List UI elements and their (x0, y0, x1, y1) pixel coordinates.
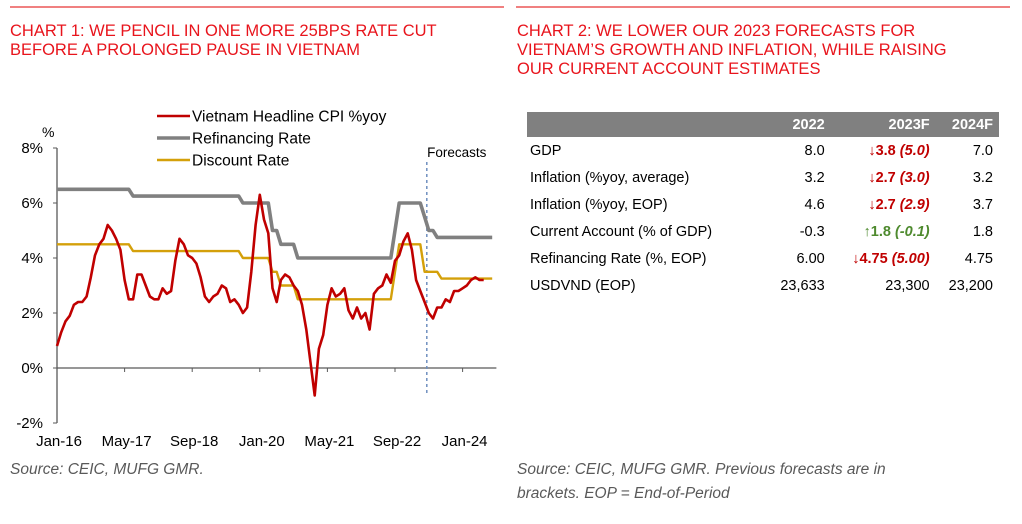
value-2024f: 3.2 (972, 169, 993, 186)
table-row: Current Account (% of GDP) -0.3 ↑1.8 (-0.1… (527, 218, 999, 245)
x-tick-label: Sep-22 (373, 433, 421, 450)
chart-axes: -2% 0% 2% 4% 6% 8%% Jan-16 May-17 Sep-18 Jan-20 Ma… (16, 124, 497, 450)
current-forecast: 2.7 (875, 169, 896, 186)
chart-lines (55, 187, 493, 397)
x-tick-label: May-21 (304, 433, 354, 450)
chart1-source: Source: CEIC, MUFG GMR. (10, 461, 204, 478)
chart-legend: Vietnam Headline CPI %yoy Refinancing Rat… (157, 109, 387, 170)
value-2022: 23,633 (780, 277, 825, 294)
series-line-discount-rate (57, 243, 493, 301)
value-2024f: 7.0 (972, 142, 993, 159)
chart2-source-line2: brackets. EOP = End-of-Period (517, 485, 730, 502)
previous-forecast: (-0.1) (894, 223, 930, 240)
forecast-label: Forecasts (427, 145, 487, 160)
value-2023f: ↓2.7 (3.0) (831, 164, 936, 191)
y-axis-unit-label: % (42, 124, 54, 140)
y-tick-label: 8% (21, 140, 43, 157)
chart2-title-line1: CHART 2: WE LOWER OUR 2023 FORECASTS FOR (517, 22, 916, 40)
forecast-2023-value: ↑1.8 (-0.1) (864, 224, 930, 240)
value-2023f: ↑1.8 (-0.1) (831, 218, 936, 245)
y-tick-label: 0% (21, 360, 43, 377)
y-tick-label: 6% (21, 195, 43, 212)
previous-forecast: (5.0) (899, 142, 930, 159)
current-forecast: 3.8 (875, 142, 896, 159)
value-2023f: ↓4.75 (5.00) (831, 245, 936, 272)
table-row: Inflation (%yoy, average) 3.2 ↓2.7 (3.0) 3.… (527, 164, 999, 191)
chart2-source: Source: CEIC, MUFG GMR. Previous forecas… (517, 458, 886, 506)
x-tick-label: Jan-24 (442, 433, 488, 450)
table-row: Inflation (%yoy, EOP) 4.6 ↓2.7 (2.9) 3.7 (527, 191, 999, 218)
legend-label-refinancing: Refinancing Rate (192, 131, 311, 148)
forecast-2023-value: ↓2.7 (2.9) (868, 197, 929, 213)
table-row: Refinancing Rate (%, EOP) 6.00 ↓4.75 (5.00… (527, 245, 999, 272)
table-row: GDP 8.0 ↓3.8 (5.0) 7.0 (527, 137, 999, 164)
table-header-row: 2022 2023F 2024F (527, 112, 999, 137)
chart1-title-line1: CHART 1: WE PENCIL IN ONE MORE 25BPS RAT… (10, 22, 437, 40)
previous-forecast: (2.9) (899, 196, 930, 213)
forecast-annotation: Forecasts (426, 145, 487, 396)
table-row: USDVND (EOP) 23,633 23,300 23,200 (527, 272, 999, 299)
table-header-2023f: 2023F (830, 112, 936, 137)
chart1-title-line2: BEFORE A PROLONGED PAUSE IN VIETNAM (10, 41, 360, 59)
series-line-refinancing-rate (57, 187, 493, 260)
right-top-rule (516, 6, 1010, 8)
series-line-vietnam-headline-cpi-yoy (55, 193, 484, 397)
value-2024f: 23,200 (948, 277, 993, 294)
current-forecast: 1.8 (870, 223, 891, 240)
row-label: Inflation (%yoy, EOP) (530, 196, 668, 213)
table-header-2022: 2022 (767, 112, 831, 137)
x-tick-label: May-17 (102, 433, 152, 450)
y-tick-label: 2% (21, 305, 43, 322)
value-2024f: 1.8 (972, 223, 993, 240)
forecast-table: 2022 2023F 2024F GDP 8.0 ↓3.8 (5.0) 7.0 Infl… (527, 112, 999, 299)
value-2023f: ↓2.7 (2.9) (831, 191, 936, 218)
y-tick-label: 4% (21, 250, 43, 267)
table-header-2024f: 2024F (935, 112, 999, 137)
row-label: Current Account (% of GDP) (530, 223, 713, 240)
x-tick-label: Jan-20 (239, 433, 285, 450)
chart2-title-line3: OUR CURRENT ACCOUNT ESTIMATES (517, 60, 821, 78)
arrow-down-icon: ↓ (868, 142, 876, 159)
value-2023f: ↓3.8 (5.0) (831, 137, 936, 164)
arrow-up-icon: ↑ (863, 223, 871, 240)
row-label: Inflation (%yoy, average) (530, 169, 690, 186)
current-forecast: 23,300 (885, 277, 930, 294)
value-2024f: 4.75 (964, 250, 993, 267)
left-top-rule (10, 6, 504, 8)
value-2024f: 3.7 (972, 196, 993, 213)
current-forecast: 2.7 (875, 196, 896, 213)
cpi-policy-rate-chart: -2% 0% 2% 4% 6% 8%% Jan-16 May-17 Sep-18 Jan-20 Ma… (16, 109, 497, 450)
previous-forecast: (3.0) (899, 169, 930, 186)
legend-label-cpi: Vietnam Headline CPI %yoy (192, 109, 387, 126)
value-2022: 3.2 (804, 169, 825, 186)
value-2022: 6.00 (796, 250, 825, 267)
chart1-title: CHART 1: WE PENCIL IN ONE MORE 25BPS RAT… (10, 22, 437, 60)
forecast-2023-value: ↓3.8 (5.0) (868, 143, 929, 159)
chart2-title-line2: VIETNAM’S GROWTH AND INFLATION, WHILE RA… (517, 41, 947, 59)
value-2023f: 23,300 (831, 272, 936, 299)
x-tick-label: Sep-18 (170, 433, 218, 450)
value-2022: 8.0 (804, 142, 825, 159)
value-2022: -0.3 (799, 223, 825, 240)
previous-forecast: (5.00) (891, 250, 930, 267)
x-tick-label: Jan-16 (36, 433, 82, 450)
y-tick-label: -2% (16, 415, 43, 432)
chart2-source-line1: Source: CEIC, MUFG GMR. Previous forecas… (517, 461, 886, 478)
forecast-2023-value: ↓4.75 (5.00) (852, 251, 929, 267)
row-label: USDVND (EOP) (530, 277, 636, 294)
value-2022: 4.6 (804, 196, 825, 213)
row-label: Refinancing Rate (%, EOP) (530, 250, 707, 267)
arrow-down-icon: ↓ (868, 169, 876, 186)
forecast-2023-value: 23,300 (885, 278, 929, 294)
legend-label-discount: Discount Rate (192, 153, 289, 170)
chart2-title: CHART 2: WE LOWER OUR 2023 FORECASTS FOR… (517, 22, 947, 79)
current-forecast: 4.75 (859, 250, 888, 267)
row-label: GDP (530, 142, 562, 159)
arrow-down-icon: ↓ (868, 196, 876, 213)
arrow-down-icon: ↓ (852, 250, 860, 267)
forecast-2023-value: ↓2.7 (3.0) (868, 170, 929, 186)
table-header-blank (527, 112, 768, 137)
